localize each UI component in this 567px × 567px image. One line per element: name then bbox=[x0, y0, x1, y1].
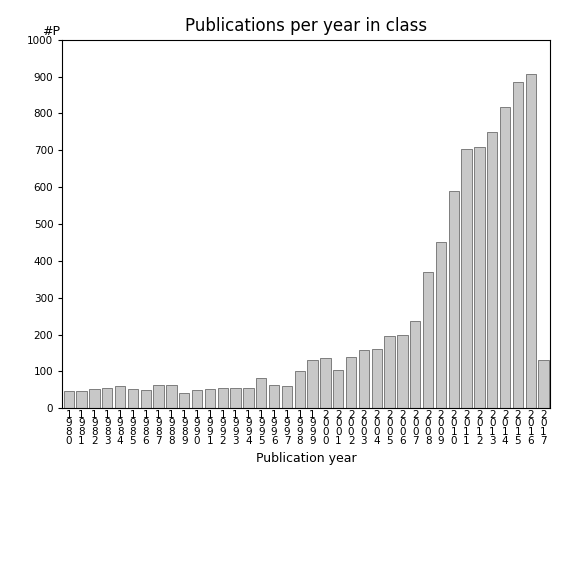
Bar bbox=[371, 349, 382, 408]
Bar bbox=[436, 242, 446, 408]
Bar bbox=[333, 370, 344, 408]
Bar bbox=[115, 386, 125, 408]
Bar bbox=[384, 336, 395, 408]
Bar bbox=[410, 320, 420, 408]
Bar bbox=[179, 393, 189, 408]
X-axis label: Publication year: Publication year bbox=[256, 451, 357, 464]
Bar bbox=[320, 358, 331, 408]
Bar bbox=[513, 82, 523, 408]
Bar bbox=[526, 74, 536, 408]
Bar bbox=[102, 388, 112, 408]
Bar bbox=[462, 149, 472, 408]
Text: #P: #P bbox=[42, 25, 60, 38]
Bar bbox=[397, 335, 408, 408]
Bar bbox=[423, 272, 433, 408]
Bar bbox=[448, 191, 459, 408]
Bar bbox=[256, 378, 266, 408]
Bar bbox=[539, 361, 549, 408]
Bar bbox=[243, 388, 253, 408]
Bar bbox=[295, 371, 305, 408]
Title: Publications per year in class: Publications per year in class bbox=[185, 18, 428, 35]
Bar bbox=[205, 389, 215, 408]
Bar bbox=[230, 388, 241, 408]
Bar bbox=[77, 391, 87, 408]
Bar bbox=[359, 350, 369, 408]
Bar bbox=[500, 107, 510, 408]
Bar bbox=[154, 386, 164, 408]
Bar bbox=[269, 385, 279, 408]
Bar bbox=[346, 357, 356, 408]
Bar bbox=[90, 389, 100, 408]
Bar bbox=[474, 146, 485, 408]
Bar bbox=[64, 391, 74, 408]
Bar bbox=[192, 390, 202, 408]
Bar bbox=[166, 386, 176, 408]
Bar bbox=[128, 389, 138, 408]
Bar bbox=[487, 132, 497, 408]
Bar bbox=[141, 390, 151, 408]
Bar bbox=[218, 388, 228, 408]
Bar bbox=[307, 359, 318, 408]
Bar bbox=[282, 386, 292, 408]
